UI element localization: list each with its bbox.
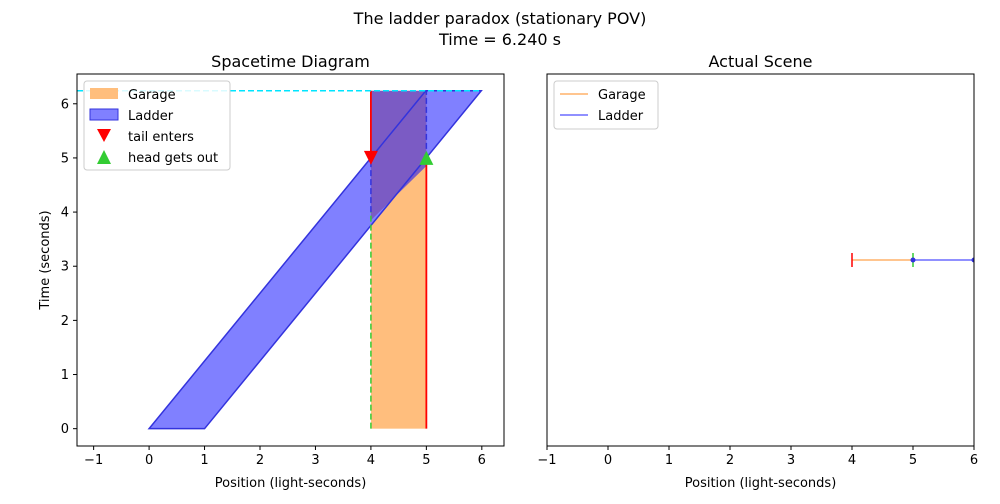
legend-ladder-swatch <box>89 108 119 121</box>
right-legend: Garage Ladder <box>553 80 659 130</box>
left-x-tick-label: 4 <box>367 453 375 468</box>
legend-head-label: head gets out <box>128 151 218 166</box>
left-y-tick-label: 5 <box>61 151 69 166</box>
right-x-tick-label: −1 <box>537 453 556 468</box>
right-chart-title: Actual Scene <box>709 52 813 71</box>
legend-garage-label: Garage <box>128 88 176 103</box>
legend-tail-marker <box>97 129 111 142</box>
legend-head-marker <box>97 150 111 164</box>
right-x-tick-label: 1 <box>665 453 673 468</box>
scene-ladder-head <box>971 257 974 263</box>
left-x-tick-label: 1 <box>200 453 208 468</box>
legend-ladder-label: Ladder <box>128 109 174 124</box>
right-legend-box <box>553 80 659 130</box>
right-x-tick-label: 0 <box>604 453 612 468</box>
left-x-axis-label: Position (light-seconds) <box>215 476 367 491</box>
legend-tail-label: tail enters <box>128 130 194 145</box>
right-x-tick-label: 5 <box>909 453 917 468</box>
suptitle-line2: Time = 6.240 s <box>438 30 561 49</box>
ladder-garage-overlap <box>370 90 427 221</box>
left-y-tick-label: 6 <box>61 97 69 112</box>
left-axes-frame <box>76 73 505 447</box>
left-x-tick-label: −1 <box>84 453 103 468</box>
marker-head-gets-out <box>419 150 434 165</box>
right-x-tick-label: 6 <box>970 453 978 468</box>
left-chart-title: Spacetime Diagram <box>211 52 370 71</box>
left-y-tick-label: 1 <box>61 368 69 383</box>
left-legend: Garage Ladder tail enters head gets out <box>83 80 231 171</box>
left-x-tick-label: 0 <box>145 453 153 468</box>
scene-data-layer <box>851 253 974 267</box>
right-axes-frame <box>546 73 975 447</box>
right-legend-garage-label: Garage <box>598 88 646 103</box>
left-x-tick-label: 6 <box>478 453 486 468</box>
scene-plot-area: −1 0 1 2 3 4 5 6 Garage Ladder <box>537 73 978 468</box>
right-x-tick-label: 2 <box>726 453 734 468</box>
left-y-tick-label: 0 <box>61 422 69 437</box>
legend-garage-swatch <box>90 88 118 99</box>
suptitle-line1: The ladder paradox (stationary POV) <box>353 9 647 28</box>
marker-tail-enters <box>363 150 378 165</box>
ladder-outline <box>147 90 483 430</box>
scene-ladder-tail <box>910 257 916 263</box>
left-x-tick-label: 3 <box>311 453 319 468</box>
right-legend-ladder-label: Ladder <box>598 109 644 124</box>
left-y-tick-label: 2 <box>61 314 69 329</box>
right-x-tick-label: 3 <box>787 453 795 468</box>
right-x-axis-label: Position (light-seconds) <box>685 476 837 491</box>
right-x-tick-label: 4 <box>848 453 856 468</box>
left-y-tick-label: 4 <box>61 206 69 221</box>
spacetime-plot-area: −1 0 1 2 3 4 5 6 0 1 2 3 4 5 6 Garage Ladder tail enters h… <box>61 73 505 468</box>
left-y-tick-label: 3 <box>61 260 69 275</box>
left-legend-box <box>83 80 231 171</box>
left-y-axis-label: Time (seconds) <box>38 210 53 310</box>
left-x-tick-label: 2 <box>256 453 264 468</box>
left-x-tick-label: 5 <box>422 453 430 468</box>
